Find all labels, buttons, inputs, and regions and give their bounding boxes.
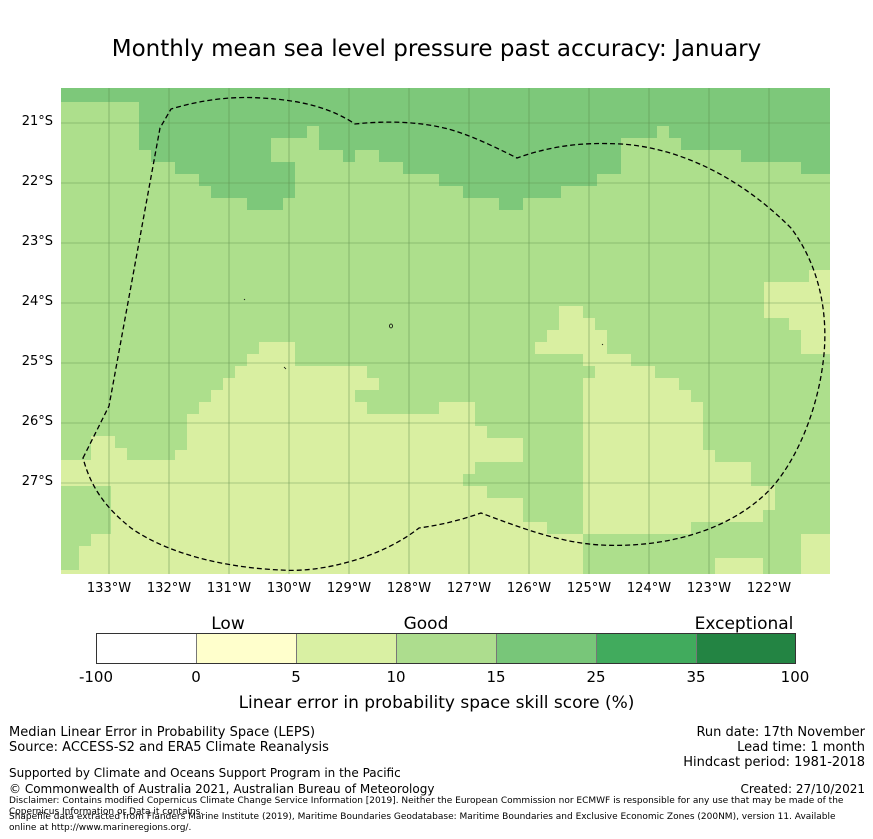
lon-label: 125°W bbox=[566, 581, 612, 596]
legend-swatch bbox=[97, 634, 197, 663]
lon-label: 133°W bbox=[86, 581, 132, 596]
copyright-text: © Commonwealth of Australia 2021, Austra… bbox=[9, 782, 435, 796]
legend-swatch bbox=[297, 634, 397, 663]
legend-swatch bbox=[497, 634, 597, 663]
lon-label: 131°W bbox=[206, 581, 252, 596]
legend-tick: 25 bbox=[586, 668, 606, 686]
legend-tick: 100 bbox=[780, 668, 810, 686]
shapefile-text: Shapefile data extracted from Flanders M… bbox=[9, 812, 836, 833]
lat-label: 27°S bbox=[21, 474, 53, 489]
good-patch-west bbox=[61, 486, 111, 534]
skill-map bbox=[61, 88, 830, 574]
lon-label: 130°W bbox=[266, 581, 312, 596]
legend-tick: 5 bbox=[291, 668, 301, 686]
hindcast-period: Hindcast period: 1981-2018 bbox=[683, 755, 865, 770]
created-date: Created: 27/10/2021 bbox=[740, 782, 865, 796]
legend-tick: 35 bbox=[686, 668, 706, 686]
lon-label: 124°W bbox=[626, 581, 672, 596]
exceptional-region bbox=[61, 88, 830, 210]
lat-label: 24°S bbox=[21, 294, 53, 309]
disclaimer-text: Disclaimer: Contains modified Copernicus… bbox=[9, 796, 844, 817]
run-date: Run date: 17th November bbox=[696, 725, 865, 740]
legend-tick: 15 bbox=[486, 668, 506, 686]
low-region-west bbox=[61, 342, 583, 574]
chart-title: Monthly mean sea level pressure past acc… bbox=[111, 36, 762, 62]
eez-boundary bbox=[82, 96, 826, 572]
low-patch-bottom-right bbox=[801, 534, 830, 574]
lat-label: 23°S bbox=[21, 234, 53, 249]
method-text: Median Linear Error in Probability Space… bbox=[9, 725, 316, 740]
low-region-far-east bbox=[764, 270, 830, 354]
legend-category-low: Low bbox=[211, 614, 245, 634]
legend-swatch bbox=[197, 634, 297, 663]
legend-tick: 0 bbox=[191, 668, 201, 686]
gridlines bbox=[61, 88, 830, 574]
low-patch-southeast bbox=[715, 558, 763, 574]
lon-label: 123°W bbox=[686, 581, 732, 596]
lon-label: 128°W bbox=[386, 581, 432, 596]
lon-label: 126°W bbox=[506, 581, 552, 596]
legend-swatch bbox=[597, 634, 697, 663]
lead-time: Lead time: 1 month bbox=[737, 740, 865, 755]
legend-swatch bbox=[697, 634, 795, 663]
lon-label: 127°W bbox=[446, 581, 492, 596]
lat-label: 21°S bbox=[21, 114, 53, 129]
lon-label: 132°W bbox=[146, 581, 192, 596]
good-region-left bbox=[61, 102, 139, 162]
lon-label: 129°W bbox=[326, 581, 372, 596]
legend-category-good: Good bbox=[403, 614, 449, 634]
legend-tick: -100 bbox=[78, 668, 114, 686]
legend-title: Linear error in probability space skill … bbox=[238, 693, 635, 713]
support-text: Supported by Climate and Oceans Support … bbox=[9, 766, 401, 780]
island-outlines bbox=[243, 298, 604, 370]
legend-swatch bbox=[397, 634, 497, 663]
source-text: Source: ACCESS-S2 and ERA5 Climate Reana… bbox=[9, 740, 329, 755]
lat-label: 25°S bbox=[21, 354, 53, 369]
legend-tick: 10 bbox=[386, 668, 406, 686]
lat-label: 22°S bbox=[21, 174, 53, 189]
legend-colorbar bbox=[96, 633, 796, 664]
lon-label: 122°W bbox=[746, 581, 792, 596]
lat-label: 26°S bbox=[21, 414, 53, 429]
legend-category-exceptional: Exceptional bbox=[694, 614, 794, 634]
